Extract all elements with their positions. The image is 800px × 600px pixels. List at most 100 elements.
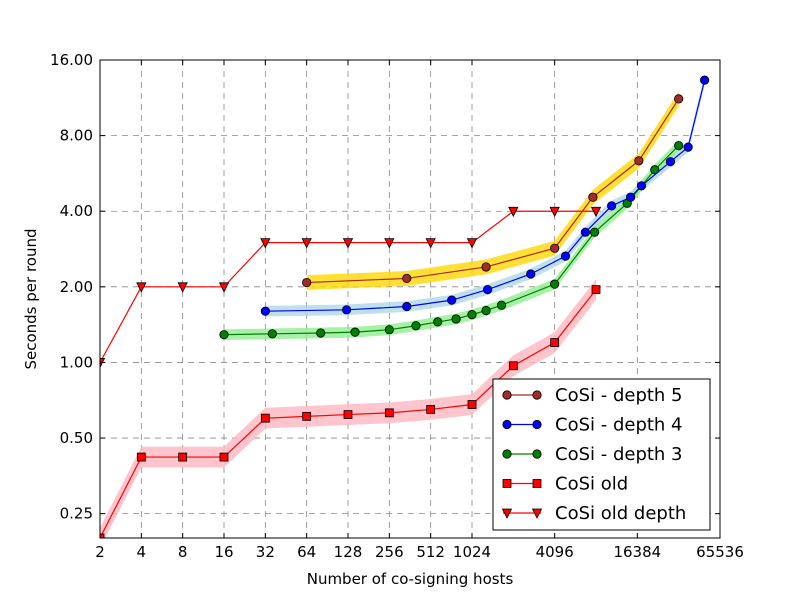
legend-marker xyxy=(532,419,542,430)
legend-label: CoSi old depth xyxy=(555,503,686,524)
data-point xyxy=(665,157,676,167)
data-point xyxy=(481,262,491,272)
legend-marker xyxy=(502,449,512,459)
data-point xyxy=(700,75,710,85)
x-tick-label: 64 xyxy=(297,543,316,561)
data-point xyxy=(550,279,560,289)
legend-marker xyxy=(532,449,542,459)
legend-marker xyxy=(502,419,512,430)
data-point xyxy=(136,282,147,293)
variance-band xyxy=(224,140,679,340)
x-tick-label: 4 xyxy=(137,543,147,561)
data-point xyxy=(384,408,394,418)
x-axis-label: Number of co-signing hosts xyxy=(307,570,514,588)
variance-band xyxy=(306,91,679,290)
data-point xyxy=(267,329,277,339)
data-point xyxy=(100,533,105,538)
data-point xyxy=(301,238,312,249)
x-tick-label: 65536 xyxy=(696,543,744,561)
data-point xyxy=(549,206,560,218)
data-point xyxy=(350,327,360,337)
data-point xyxy=(402,301,412,312)
series-layer xyxy=(100,75,710,538)
series-1 xyxy=(302,94,684,288)
series-2 xyxy=(260,75,710,316)
data-point xyxy=(683,142,693,152)
data-point xyxy=(302,277,312,288)
data-point xyxy=(425,238,436,249)
data-point xyxy=(467,310,477,320)
legend-marker xyxy=(532,390,542,400)
x-tick-label: 16384 xyxy=(613,543,661,561)
series-line xyxy=(223,145,680,336)
x-tick-label: 512 xyxy=(416,543,445,561)
data-point xyxy=(433,317,443,327)
legend-label: CoSi - depth 3 xyxy=(555,444,683,465)
data-point xyxy=(481,305,491,316)
data-point xyxy=(384,238,395,249)
legend-marker xyxy=(502,479,512,488)
legend-label: CoSi - depth 4 xyxy=(555,415,683,436)
series-5 xyxy=(100,206,602,369)
data-point xyxy=(177,282,188,293)
data-point xyxy=(674,94,684,104)
legend-entry: CoSi - depth 3 xyxy=(502,444,683,465)
data-point xyxy=(343,410,353,419)
data-point xyxy=(650,165,660,175)
data-point xyxy=(674,140,684,151)
data-point xyxy=(178,452,188,462)
data-point xyxy=(496,300,507,310)
axis-ticks: 2 4 8 16 32 64 128 256 512 1024 4096 16384 65536 0.25… xyxy=(50,51,744,561)
data-point xyxy=(316,328,326,338)
data-point xyxy=(550,338,560,347)
legend-marker xyxy=(531,508,543,519)
y-axis-label: Seconds per round xyxy=(22,228,40,369)
x-tick-label: 1024 xyxy=(453,543,491,561)
data-point xyxy=(526,269,536,279)
legend-marker xyxy=(502,390,512,400)
variance-band xyxy=(100,279,596,538)
data-point xyxy=(483,284,493,295)
data-point xyxy=(508,361,518,371)
legend-marker xyxy=(532,479,542,488)
data-point xyxy=(626,192,636,202)
data-point xyxy=(550,243,560,253)
legend-label: CoSi - depth 5 xyxy=(555,385,683,406)
variance-bands xyxy=(100,74,705,538)
x-tick-label: 4096 xyxy=(536,543,574,561)
y-tick-label: 1.00 xyxy=(60,353,93,371)
series-4 xyxy=(100,285,601,538)
x-tick-label: 2 xyxy=(95,543,105,561)
legend-label: CoSi old xyxy=(555,474,628,495)
legend-entry: CoSi - depth 4 xyxy=(502,415,683,436)
data-point xyxy=(342,238,354,249)
data-point xyxy=(447,295,457,305)
plot-frame xyxy=(99,59,721,539)
data-point xyxy=(341,305,352,315)
data-point xyxy=(636,181,647,191)
x-tick-label: 32 xyxy=(256,543,275,561)
data-point xyxy=(451,314,461,324)
data-point xyxy=(219,452,229,462)
legend-entry: CoSi old xyxy=(502,474,628,495)
y-tick-label: 4.00 xyxy=(60,202,93,220)
legend-entry: CoSi old depth xyxy=(501,503,686,524)
y-tick-label: 2.00 xyxy=(60,278,93,296)
data-point xyxy=(588,192,598,202)
data-point xyxy=(589,227,600,237)
data-point xyxy=(590,206,602,218)
legend: CoSi - depth 5 CoSi - depth 4 CoSi - depth… xyxy=(492,378,711,531)
series-3 xyxy=(219,140,684,340)
data-point xyxy=(426,405,436,414)
data-point xyxy=(607,201,617,211)
x-tick-label: 16 xyxy=(214,543,233,561)
data-point xyxy=(508,206,519,218)
series-line xyxy=(265,80,706,312)
data-point xyxy=(260,413,270,423)
data-point xyxy=(560,251,571,261)
data-point xyxy=(467,400,477,409)
legend-entry: CoSi - depth 5 xyxy=(502,385,683,406)
data-point xyxy=(580,227,591,237)
data-point xyxy=(591,285,601,294)
